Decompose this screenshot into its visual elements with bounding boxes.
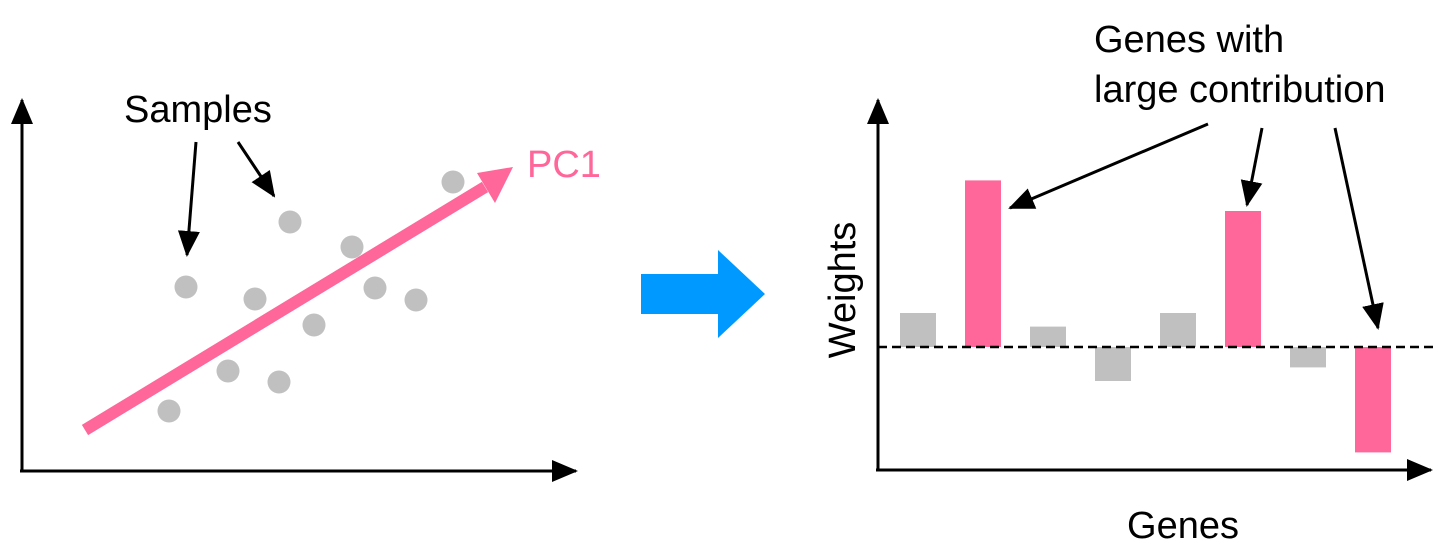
- chart-title-line1: Genes with: [1094, 19, 1284, 61]
- contribution-arrow-3: [1333, 127, 1384, 330]
- sample-dot: [174, 275, 198, 299]
- sample-dot: [404, 288, 428, 312]
- bar-highlighted: [1355, 347, 1391, 453]
- sample-dot: [157, 399, 181, 423]
- contribution-arrow-2: [1240, 127, 1264, 207]
- bar: [900, 313, 936, 347]
- pc1-arrow-head: [477, 167, 513, 203]
- pc1-arrow: [81, 167, 513, 436]
- bar-highlighted: [1225, 211, 1261, 347]
- bar: [1095, 347, 1131, 381]
- samples-pointer-arrow-2: [236, 141, 276, 198]
- weights-chart: Weights Genes Genes with large contribut…: [822, 19, 1435, 547]
- sample-dot: [340, 235, 364, 259]
- samples-label: Samples: [124, 89, 272, 131]
- sample-dot: [363, 276, 387, 300]
- sample-dot: [278, 210, 302, 234]
- sample-dot: [243, 287, 267, 311]
- chart-title-line2: large contribution: [1094, 69, 1386, 111]
- transition-arrow: [641, 250, 765, 338]
- bars: [900, 180, 1391, 453]
- pc1-arrow-shaft: [81, 181, 489, 436]
- bar: [1290, 347, 1326, 368]
- bar-highlighted: [965, 180, 1001, 347]
- sample-dots: [157, 170, 465, 423]
- y-axis-label: Weights: [822, 222, 864, 359]
- pc1-label: PC1: [527, 144, 601, 186]
- sample-dot: [216, 359, 240, 383]
- scatter-panel: PC1 Samples: [10, 89, 601, 482]
- bar: [1160, 313, 1196, 347]
- x-axis-label: Genes: [1127, 505, 1239, 547]
- bar: [1030, 326, 1066, 347]
- sample-dot: [267, 370, 291, 394]
- samples-pointer-arrow-1: [177, 141, 200, 257]
- sample-dot: [441, 170, 465, 194]
- contribution-arrow-1: [1008, 122, 1209, 210]
- sample-dot: [302, 313, 326, 337]
